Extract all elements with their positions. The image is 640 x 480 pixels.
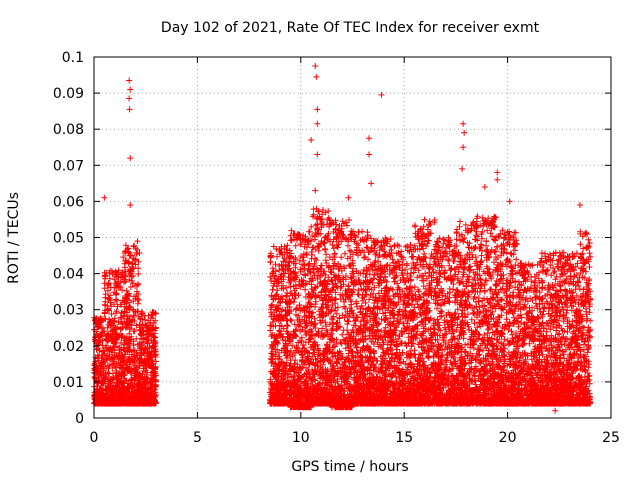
outlier-point — [126, 95, 133, 102]
outlier-point — [576, 202, 583, 209]
y-tick-label: 0.04 — [53, 267, 84, 283]
outlier-point — [312, 187, 319, 194]
outlier-point — [127, 86, 134, 93]
outlier-point — [126, 77, 133, 84]
y-tick-label: 0.09 — [53, 86, 84, 102]
outlier-point — [481, 183, 488, 190]
y-tick-label: 0.01 — [53, 375, 84, 391]
outlier-point — [460, 144, 467, 151]
outlier-point — [552, 407, 559, 414]
x-tick-label: 10 — [292, 430, 310, 446]
y-axis-label: ROTI / TECUs — [6, 192, 22, 284]
outlier-point — [313, 73, 320, 80]
outlier-point — [308, 137, 315, 144]
outlier-point — [366, 135, 373, 142]
y-tick-label: 0.03 — [53, 303, 84, 319]
outlier-point — [459, 165, 466, 172]
chart-title: Day 102 of 2021, Rate Of TEC Index for r… — [161, 20, 540, 36]
outlier-point — [366, 151, 373, 158]
outlier-point — [314, 151, 321, 158]
x-tick-label: 20 — [499, 430, 517, 446]
outlier-point — [378, 91, 385, 98]
outlier-point — [126, 106, 133, 113]
y-tick-label: 0.06 — [53, 194, 84, 210]
outlier-point — [368, 180, 375, 187]
outlier-point — [494, 176, 501, 183]
outlier-point — [461, 129, 468, 136]
outlier-point — [494, 169, 501, 176]
y-tick-label: 0 — [75, 411, 84, 427]
x-tick-label: 15 — [395, 430, 413, 446]
plot-frame — [93, 56, 612, 419]
x-tick-label: 5 — [193, 430, 202, 446]
y-tick-label: 0.02 — [53, 339, 84, 355]
outlier-point — [460, 120, 467, 127]
x-tick-label: 25 — [602, 430, 620, 446]
data-points — [91, 63, 594, 414]
outlier-point — [345, 194, 352, 201]
outlier-point — [127, 155, 134, 162]
x-tick-label: 0 — [90, 430, 99, 446]
y-tick-label: 0.08 — [53, 122, 84, 138]
axes: 0 5 10 15 20 25 0 0.01 0.02 0.03 0.04 0.05 0.06 0.07 0… — [53, 50, 620, 446]
outlier-point — [314, 106, 321, 113]
outlier-point — [134, 238, 141, 245]
y-tick-label: 0.05 — [53, 231, 84, 247]
y-tick-label: 0.1 — [62, 50, 84, 66]
outlier-point — [314, 120, 321, 127]
outlier-point — [101, 194, 108, 201]
outlier-point — [506, 198, 513, 205]
roti-points-cloud — [91, 205, 594, 411]
x-axis-label: GPS time / hours — [291, 459, 408, 475]
outlier-point — [312, 63, 319, 70]
y-tick-label: 0.07 — [53, 158, 84, 174]
outlier-point — [127, 202, 134, 209]
